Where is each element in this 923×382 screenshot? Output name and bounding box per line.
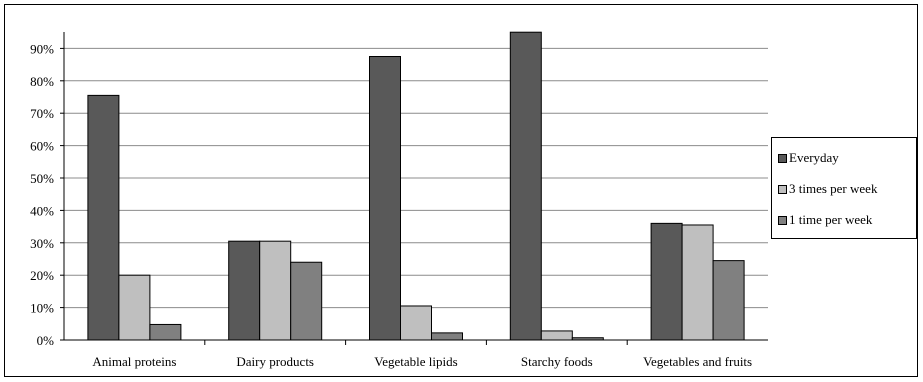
legend-item-3-times-per-week: 3 times per week	[778, 179, 877, 199]
y-tick-label-70: 70%	[30, 106, 54, 121]
chart-frame	[4, 4, 918, 377]
y-tick-label-80: 80%	[30, 74, 54, 89]
y-tick-label-50: 50%	[30, 171, 54, 186]
x-tick-label-animal-proteins: Animal proteins	[92, 354, 176, 369]
bar-dairy-products-3-times-per-week	[259, 240, 292, 341]
y-tick-label-0: 0%	[37, 333, 55, 348]
bar-animal-proteins-everyday	[87, 94, 120, 341]
bar-starchy-foods-1-time-per-week	[571, 337, 604, 341]
legend-item-1-time-per-week: 1 time per week	[778, 210, 872, 230]
y-tick-label-90: 90%	[30, 41, 54, 56]
bar-vegetable-lipids-3-times-per-week	[400, 305, 432, 341]
y-tick-label-20: 20%	[30, 268, 54, 283]
bar-dairy-products-1-time-per-week	[290, 261, 323, 341]
x-tick-label-starchy-foods: Starchy foods	[521, 354, 593, 369]
legend-label-1-time-per-week: 1 time per week	[789, 212, 873, 227]
bar-starchy-foods-everyday	[509, 31, 542, 341]
x-tick-label-vegetable-lipids: Vegetable lipids	[374, 354, 457, 369]
bar-animal-proteins-3-times-per-week	[118, 274, 151, 341]
y-tick-label-40: 40%	[30, 203, 54, 218]
y-tick-label-10: 10%	[30, 301, 54, 316]
bar-starchy-foods-3-times-per-week	[540, 330, 573, 341]
bar-vegetables-and-fruits-3-times-per-week	[681, 224, 714, 341]
legend-label-3-times-per-week: 3 times per week	[789, 181, 878, 196]
bar-vegetables-and-fruits-1-time-per-week	[712, 260, 745, 341]
x-tick-label-dairy-products: Dairy products	[236, 354, 314, 369]
x-tick-label-vegetables-and-fruits: Vegetables and fruits	[643, 354, 752, 369]
legend-swatch-3-times-per-week	[778, 184, 787, 194]
y-tick-label-30: 30%	[30, 236, 54, 251]
legend-label-everyday: Everyday	[789, 150, 839, 165]
bar-dairy-products-everyday	[228, 240, 261, 341]
legend-swatch-everyday	[778, 153, 787, 163]
y-tick-label-60: 60%	[30, 139, 54, 154]
legend: Everyday 3 times per week 1 time per wee…	[771, 137, 917, 239]
legend-item-everyday: Everyday	[778, 148, 839, 168]
legend-swatch-1-time-per-week	[778, 215, 787, 225]
bar-vegetables-and-fruits-everyday	[650, 222, 683, 341]
bar-vegetable-lipids-everyday	[369, 56, 401, 341]
bar-animal-proteins-1-time-per-week	[149, 323, 182, 341]
bar-vegetable-lipids-1-time-per-week	[431, 332, 463, 341]
